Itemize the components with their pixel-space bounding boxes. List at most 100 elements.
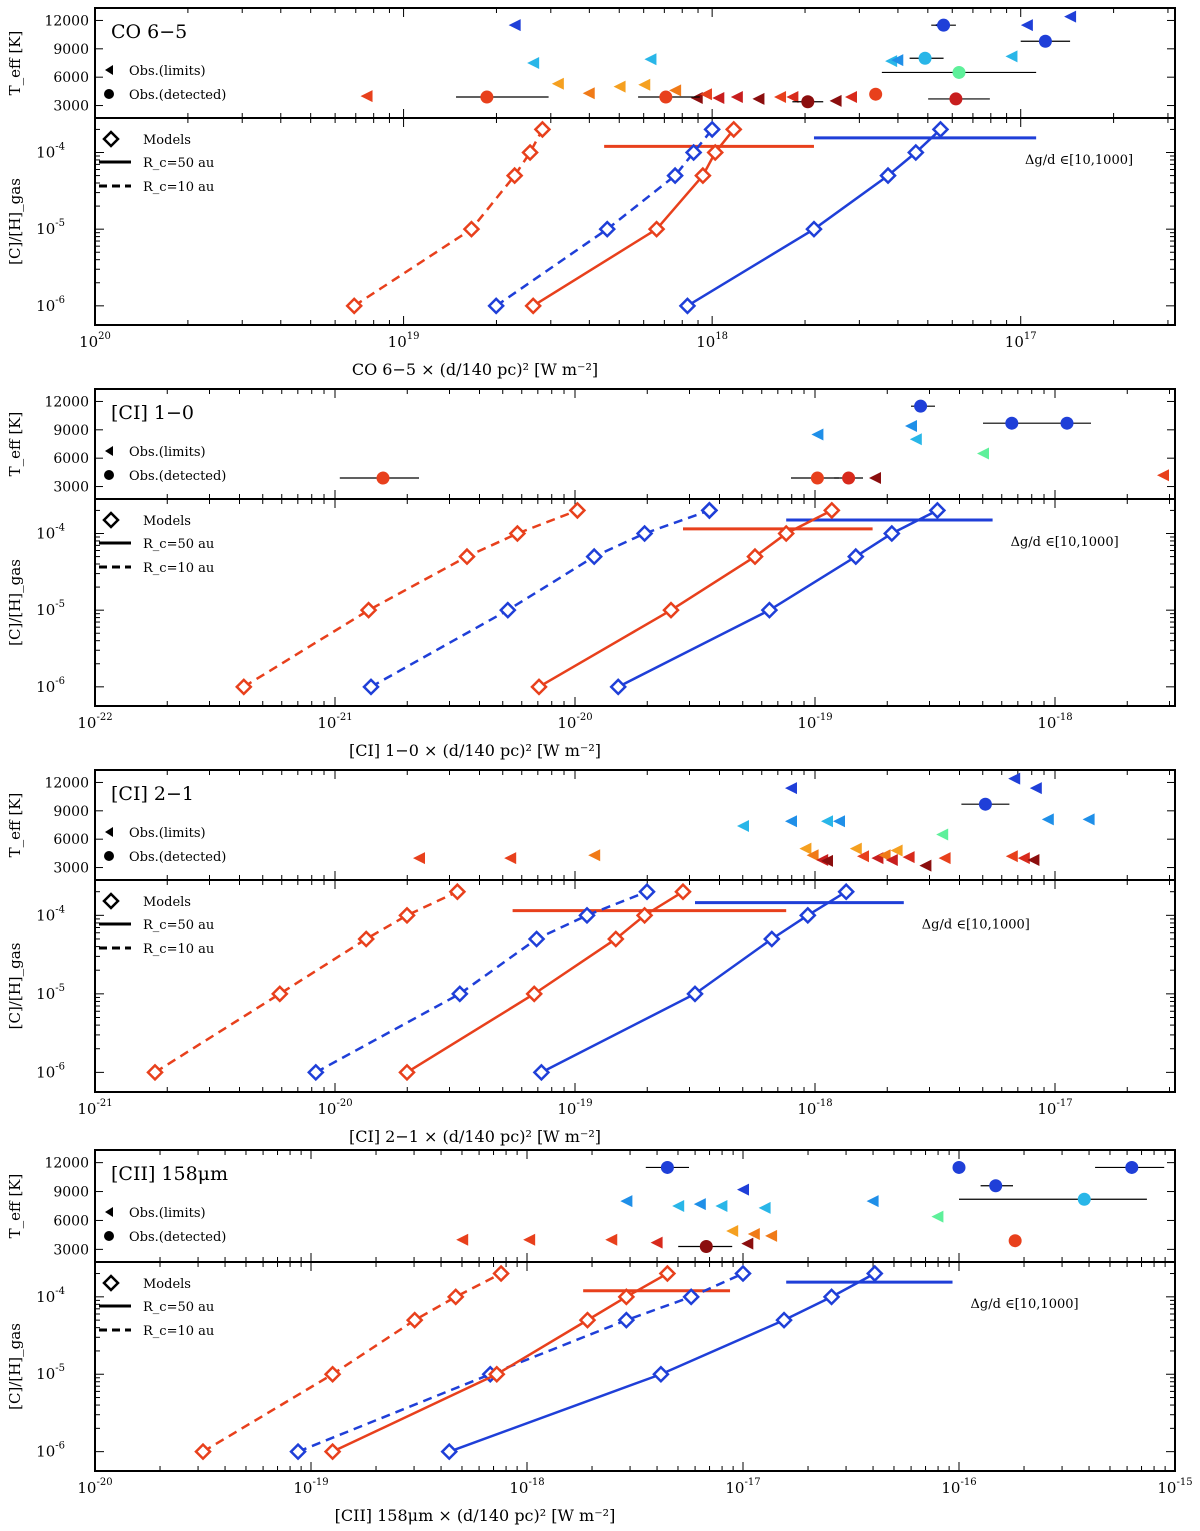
obs-limit-marker <box>747 1227 760 1240</box>
abund-tick-label: 10-4 <box>36 142 65 162</box>
legend-model-marker <box>102 130 120 148</box>
panel-3: 10-21 10-20 10-19 10-18 10-17 3000 6000 9000 120… <box>6 769 1176 1146</box>
obs-limit-marker <box>508 19 521 32</box>
obs-limit-marker <box>785 782 797 795</box>
model-point <box>805 220 823 238</box>
abund-tick-label: 10-4 <box>36 523 65 543</box>
obs-limit-marker <box>1020 19 1033 32</box>
x-tick-label: 1019 <box>388 331 420 351</box>
obs-detected-marker <box>1060 416 1074 430</box>
model-point <box>598 220 616 238</box>
legend-detected-label: Obs.(detected) <box>129 469 226 484</box>
obs-limit-marker <box>1082 813 1095 826</box>
obs-limit-marker <box>977 447 989 460</box>
abund-axis-label: [C]/[H]_gas <box>6 1323 24 1410</box>
model-point <box>446 1288 465 1306</box>
obs-limit-marker <box>845 91 857 104</box>
obs-detected-marker <box>989 1179 1003 1193</box>
abund-tick-label: 10-5 <box>36 218 65 238</box>
panel-2: 10-22 10-21 10-20 10-19 10-18 3000 6000 9000 120… <box>6 388 1176 760</box>
obs-limit-marker <box>885 55 898 68</box>
abund-tick-label: 10-5 <box>36 1363 65 1383</box>
model-point <box>706 143 724 162</box>
model-line-red-dashed <box>353 128 544 307</box>
teff-tick-label: 6000 <box>53 451 89 467</box>
obs-limit-marker <box>1005 50 1018 63</box>
obs-limit-marker <box>821 854 833 867</box>
obs-limit-marker <box>741 1237 754 1250</box>
obs-limit-marker <box>758 1201 771 1214</box>
abund-tick-label: 10-6 <box>36 1061 65 1081</box>
obs-detected-marker <box>1125 1160 1139 1174</box>
legend-detected-label: Obs.(detected) <box>129 1230 226 1245</box>
model-point <box>638 882 656 901</box>
obs-limit-marker <box>730 91 743 104</box>
obs-limit-marker <box>413 852 425 865</box>
abund-tick-label: 10-6 <box>36 1441 65 1461</box>
obs-limit-marker <box>737 819 749 832</box>
model-point <box>635 524 654 543</box>
obs-limit-marker <box>774 91 787 104</box>
obs-limit-marker <box>360 90 373 103</box>
teff-tick-label: 12000 <box>44 394 89 410</box>
x-tick-label: 10-19 <box>797 712 832 732</box>
legend-limit-label: Obs.(limits) <box>129 1206 206 1221</box>
panel-frame <box>94 7 1176 326</box>
legend-detected-marker <box>104 1231 114 1241</box>
teff-axis-label: T_eff [K] <box>6 31 24 96</box>
x-axis-label: CO 6−5 × (d/140 pc)² [W m⁻²] <box>352 360 598 379</box>
teff-tick-label: 6000 <box>53 70 89 86</box>
model-point <box>635 906 654 925</box>
legend-detected-label: Obs.(detected) <box>129 88 226 103</box>
model-point <box>617 1288 636 1306</box>
obs-limit-marker <box>456 1233 469 1246</box>
legend-rc50-label: R_c=50 au <box>143 1300 214 1315</box>
obs-detected-marker <box>914 399 928 413</box>
obs-limit-marker <box>878 849 891 862</box>
model-point <box>799 906 817 925</box>
x-axis-label: [CI] 1−0 × (d/140 pc)² [W m⁻²] <box>349 741 601 760</box>
obs-detected-marker <box>1077 1192 1091 1206</box>
panel-label: [CI] 2−1 <box>111 783 194 805</box>
model-point <box>658 1264 677 1283</box>
model-point <box>585 547 603 566</box>
teff-tick-label: 3000 <box>53 861 89 877</box>
legend-models-label: Models <box>143 1277 191 1292</box>
obs-limit-marker <box>919 859 932 872</box>
obs-limit-marker <box>669 84 682 97</box>
obs-detected-marker <box>810 471 824 485</box>
model-point <box>822 1288 841 1306</box>
panel-label: [CII] 158μm <box>111 1163 228 1185</box>
obs-detected-marker <box>842 471 856 485</box>
model-point <box>440 1442 459 1461</box>
obs-limit-marker <box>638 78 651 91</box>
model-line-blue-solid <box>686 128 942 307</box>
model-point <box>666 166 684 185</box>
model-point <box>533 120 552 139</box>
obs-limit-marker <box>936 828 949 841</box>
legend-models-label: Models <box>143 514 191 529</box>
teff-tick-label: 3000 <box>53 99 89 115</box>
obs-limit-marker <box>672 1200 685 1212</box>
obs-limit-marker <box>620 1195 633 1208</box>
teff-tick-label: 12000 <box>44 1156 89 1172</box>
obs-limit-marker <box>650 1236 663 1249</box>
legend-detected-marker <box>104 89 114 99</box>
model-point <box>307 1063 325 1082</box>
x-axis-label: [CI] 2−1 × (d/140 pc)² [W m⁻²] <box>349 1127 601 1146</box>
obs-limit-marker <box>765 1229 778 1242</box>
obs-limit-marker <box>644 53 657 66</box>
x-tick-label: 10-16 <box>941 1477 976 1497</box>
model-point <box>763 930 781 948</box>
x-tick-label: 1020 <box>79 331 111 351</box>
obs-limit-marker <box>1041 813 1054 826</box>
legend-rc50-label: R_c=50 au <box>143 918 214 933</box>
obs-limit-marker <box>1005 850 1018 863</box>
model-point <box>662 601 680 619</box>
abund-tick-label: 10-6 <box>36 295 65 315</box>
model-point <box>652 1365 670 1384</box>
model-point <box>487 1365 506 1384</box>
model-point <box>345 297 363 315</box>
obs-detected-marker <box>801 95 815 109</box>
